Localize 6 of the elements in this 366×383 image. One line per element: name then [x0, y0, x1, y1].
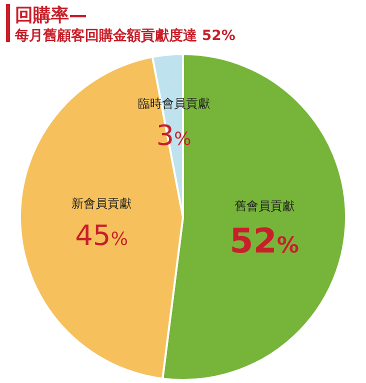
data-label: 52%	[230, 222, 300, 262]
data-label: 45%	[75, 218, 128, 252]
chart-title: 回購率—	[15, 5, 87, 26]
slice-label: 新會員貢獻	[72, 196, 132, 211]
chart-subtitle: 每月舊顧客回購金額貢獻度達 52%	[14, 27, 236, 44]
slice-label: 舊會員貢獻	[234, 199, 294, 214]
